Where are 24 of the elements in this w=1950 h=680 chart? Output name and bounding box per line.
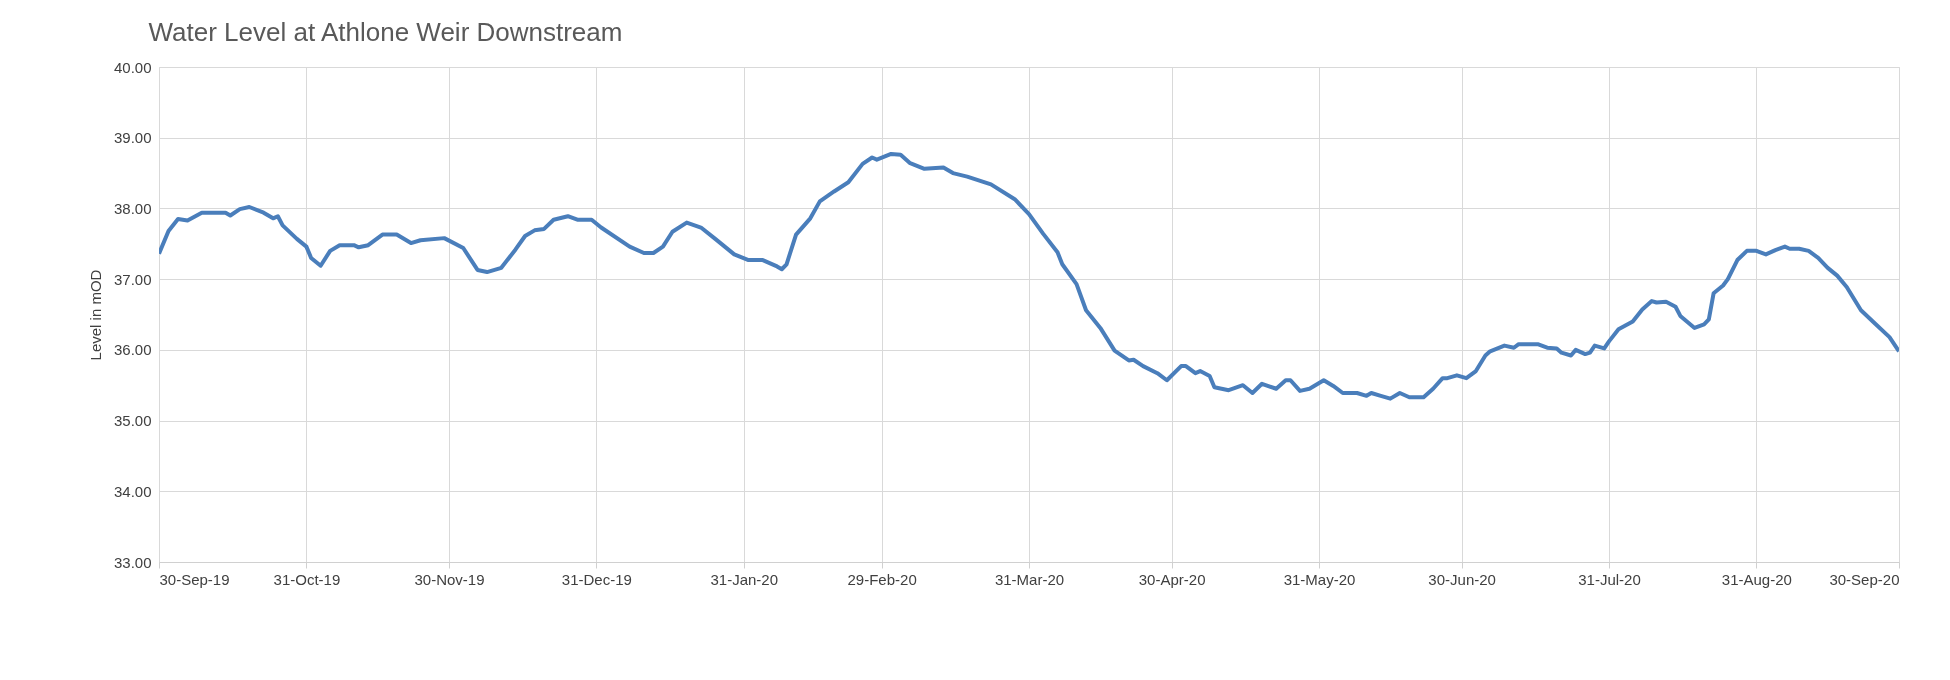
x-tick-label: 31-Jan-20: [710, 570, 779, 588]
x-tick-label: 31-Oct-19: [273, 570, 341, 588]
y-tick-label: 35.00: [113, 412, 152, 430]
chart-title: Water Level at Athlone Weir Downstream: [148, 17, 623, 47]
x-tick-label: 30-Jun-20: [1428, 570, 1496, 588]
x-tick-label: 30-Apr-20: [1138, 570, 1206, 588]
y-tick-label: 36.00: [113, 341, 152, 359]
y-tick-label: 40.00: [113, 58, 152, 76]
x-tick-label: 31-Jul-20: [1578, 570, 1641, 588]
y-axis-title: Level in mOD: [86, 269, 104, 361]
line-series: [159, 151, 1899, 401]
x-tick-label: 29-Feb-20: [847, 570, 917, 588]
x-tick-label: 31-Dec-19: [561, 570, 632, 588]
x-tick-label: 30-Nov-19: [414, 570, 485, 588]
y-tick-label: 33.00: [113, 553, 152, 571]
x-tick-label: 30-Sep-19: [159, 570, 230, 588]
y-tick-label: 37.00: [113, 270, 152, 288]
x-tick-label: 31-May-20: [1283, 570, 1356, 588]
x-tick-label: 31-Mar-20: [994, 570, 1065, 588]
y-tick-label: 34.00: [113, 482, 152, 500]
y-tick-label: 39.00: [113, 129, 152, 147]
x-tick-label: 30-Sep-20: [1829, 570, 1900, 588]
y-tick-label: 38.00: [113, 199, 152, 217]
x-tick-label: 31-Aug-20: [1721, 570, 1792, 588]
